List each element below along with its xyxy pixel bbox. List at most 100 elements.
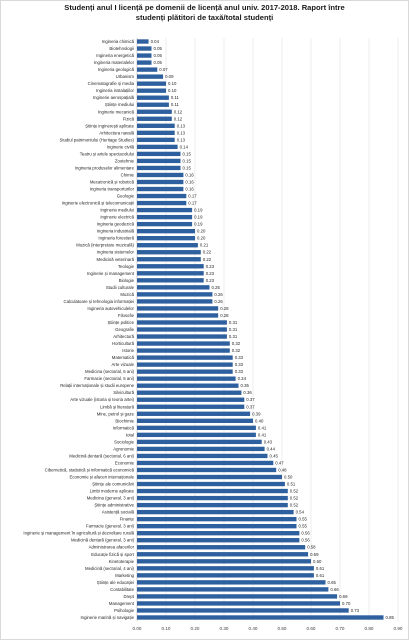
category-label: Biochimie <box>115 418 134 423</box>
bar <box>137 278 204 283</box>
category-label: Economie și afaceri internaționale <box>70 475 135 480</box>
category-label: Științe inginerești aplicate <box>85 123 134 128</box>
bars <box>137 39 384 620</box>
x-tick-label: 0.60 <box>307 626 316 631</box>
data-label: 0.31 <box>229 334 238 339</box>
category-label: Ingineria instalațiilor <box>96 88 135 93</box>
category-label: Arte vizuale <box>112 362 135 367</box>
category-label: Silvicultură <box>113 390 134 395</box>
category-label: Medicină veterinară <box>97 257 135 262</box>
data-label: 0.31 <box>229 320 238 325</box>
data-label: 0.45 <box>270 453 279 458</box>
data-label: 0.17 <box>188 201 197 206</box>
bar <box>137 432 256 438</box>
bar <box>137 531 300 536</box>
category-label: Ingineria sistemelor <box>97 250 135 255</box>
data-label: 0.23 <box>206 271 215 276</box>
data-label: 0.10 <box>168 81 177 86</box>
category-label: Farmacie (general, 3 ani) <box>86 524 135 529</box>
bar <box>137 250 201 255</box>
bar <box>137 320 227 325</box>
category-label: Muzică <box>120 292 134 297</box>
data-label: 0.19 <box>194 215 203 220</box>
bar <box>137 285 210 290</box>
bar <box>137 573 314 578</box>
category-label: total <box>126 432 134 437</box>
category-label: Geografie <box>115 327 134 332</box>
bar <box>137 538 300 543</box>
data-label: 0.09 <box>165 74 174 79</box>
category-label: Științe mediului <box>105 102 134 107</box>
data-label: 0.41 <box>258 432 267 437</box>
data-label: 0.19 <box>194 222 203 227</box>
bar <box>137 207 193 213</box>
data-label: 0.70 <box>342 601 351 606</box>
bar <box>137 523 297 529</box>
bar <box>137 601 340 606</box>
x-tick-label: 0.90 <box>394 626 403 631</box>
data-label: 0.13 <box>177 137 186 142</box>
category-label: Administrarea afacerilor <box>89 545 135 550</box>
data-label: 0.15 <box>183 165 192 170</box>
x-axis-ticks: 0.00 0.10 0.20 0.30 0.40 0.50 0.60 0.70 0.80 0.90 <box>133 626 403 631</box>
bar <box>137 200 187 206</box>
chart-title-line-2: studenți plătitori de taxă/total studenț… <box>135 12 274 22</box>
category-label: Inginerie și management <box>87 271 135 276</box>
bar <box>137 292 213 297</box>
bar <box>137 257 201 262</box>
data-label: 0.37 <box>246 404 255 409</box>
data-label: 0.20 <box>197 229 206 234</box>
data-label: 0.58 <box>307 545 316 550</box>
category-label: Ingineria mediului <box>100 208 134 213</box>
data-label: 0.66 <box>330 587 339 592</box>
category-label: Inginerie electrică <box>100 215 134 220</box>
bar <box>137 95 169 100</box>
category-label: Inginerie mecanică <box>98 109 135 114</box>
category-label: Economie <box>115 460 135 465</box>
bar <box>137 362 233 367</box>
data-label: 0.41 <box>258 425 267 430</box>
data-label: 0.17 <box>188 194 197 199</box>
category-label: Arte vizuale (istoria și teoria artei) <box>70 397 134 402</box>
category-label: Inginerie și management în agricultură ș… <box>23 531 134 536</box>
category-label: Ingineria forestieră <box>98 236 134 241</box>
bar <box>137 615 384 620</box>
category-label: Medicină (sectorial, 4 ani) <box>85 566 135 571</box>
bar <box>137 383 239 388</box>
bar <box>137 109 172 114</box>
bar <box>137 186 184 192</box>
data-label: 0.55 <box>299 517 308 522</box>
data-label: 0.50 <box>284 475 293 480</box>
x-tick-label: 0.50 <box>278 626 287 631</box>
data-label: 0.59 <box>310 552 319 557</box>
bar <box>137 74 164 79</box>
bar <box>137 460 274 466</box>
category-label: Teatru și artele spectacolului <box>80 151 134 156</box>
bar <box>137 137 175 143</box>
bar <box>137 81 166 86</box>
data-label: 0.11 <box>171 95 180 100</box>
category-label: Limbi moderne aplicate <box>90 489 135 494</box>
category-label: Ingineria chimică <box>102 39 135 44</box>
data-label: 0.21 <box>200 243 209 248</box>
data-label: 0.39 <box>252 411 261 416</box>
category-label: Ingineria geodezică <box>97 222 135 227</box>
bar <box>137 453 268 459</box>
category-label: Ingineria materialelor <box>94 60 135 65</box>
data-label: 0.12 <box>174 116 183 121</box>
bar <box>137 172 184 178</box>
data-label: 0.26 <box>214 299 223 304</box>
bar <box>137 158 181 164</box>
category-label: Contabilitate <box>110 587 134 592</box>
bar <box>137 116 172 121</box>
data-label: 0.60 <box>313 559 322 564</box>
bar <box>137 151 181 157</box>
data-label: 0.69 <box>339 594 348 599</box>
category-label: Filosofie <box>118 313 135 318</box>
category-label: Teologie <box>118 264 135 269</box>
data-label: 0.04 <box>151 39 160 44</box>
data-label: 0.15 <box>183 151 192 156</box>
category-label: Chimie <box>121 172 135 177</box>
data-label: 0.28 <box>220 313 229 318</box>
data-label: 0.05 <box>154 53 163 58</box>
